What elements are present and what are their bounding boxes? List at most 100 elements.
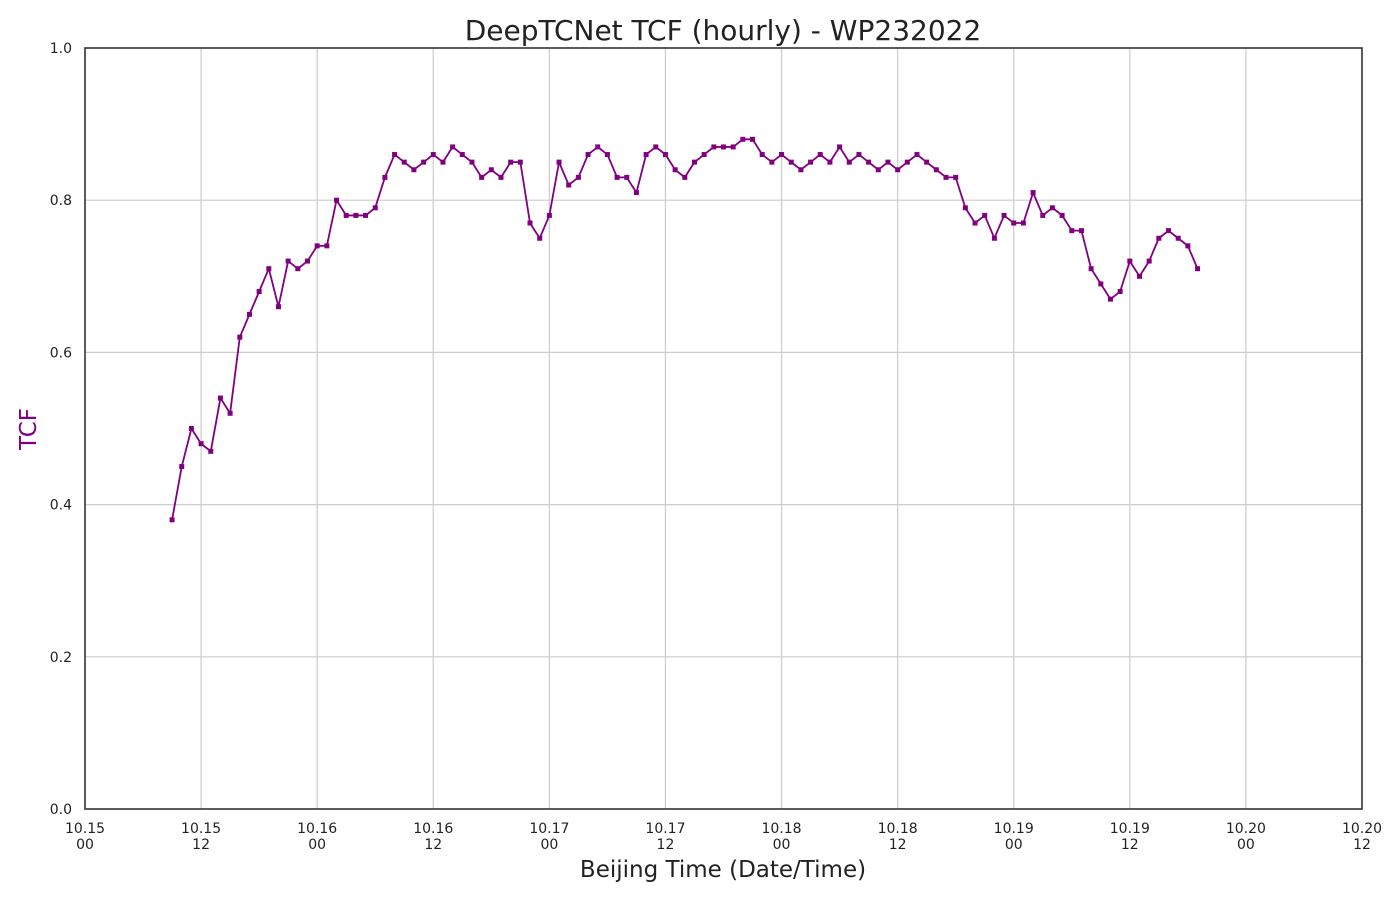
data-point <box>208 448 214 454</box>
data-point <box>324 243 330 249</box>
chart-title: DeepTCNet TCF (hourly) - WP232022 <box>465 14 982 47</box>
data-point <box>856 152 862 158</box>
data-point <box>991 235 997 241</box>
y-tick-label: 0.4 <box>50 498 72 514</box>
data-point <box>1146 258 1152 264</box>
data-point <box>305 258 311 264</box>
data-point <box>1078 228 1084 234</box>
data-point <box>401 159 407 165</box>
grid-lines <box>85 48 1362 809</box>
data-point <box>1088 266 1094 272</box>
data-point <box>633 190 639 196</box>
data-point <box>1069 228 1075 234</box>
data-point <box>392 152 398 158</box>
data-point <box>614 174 620 180</box>
data-point <box>1156 235 1162 241</box>
x-tick-label: 10.20 00 <box>1226 821 1266 853</box>
data-point <box>227 410 233 416</box>
series-line <box>171 138 1199 520</box>
data-point <box>1195 266 1201 272</box>
data-point <box>382 174 388 180</box>
data-point <box>246 311 252 317</box>
data-point <box>440 159 446 165</box>
data-point <box>188 426 194 431</box>
x-axis-label: Beijing Time (Date/Time) <box>580 857 866 883</box>
data-point <box>827 159 833 165</box>
data-point <box>295 266 301 272</box>
data-point <box>1030 190 1036 196</box>
data-point <box>556 159 562 165</box>
data-point <box>237 334 243 340</box>
data-point <box>575 174 581 180</box>
data-point <box>798 167 804 173</box>
y-axis-label: TCF <box>16 408 42 451</box>
data-point <box>459 152 465 158</box>
data-point <box>275 304 281 310</box>
data-point <box>1117 289 1123 295</box>
series-layer <box>169 136 1201 523</box>
data-point <box>217 395 223 401</box>
data-point <box>1049 205 1055 211</box>
y-tick-label: 0.0 <box>50 802 72 818</box>
data-point <box>353 212 359 218</box>
data-point <box>256 289 262 295</box>
x-tick-label: 10.16 12 <box>413 821 453 853</box>
data-point <box>769 159 775 165</box>
data-point <box>914 152 920 158</box>
data-point <box>779 152 785 158</box>
data-point <box>846 159 852 165</box>
data-point <box>198 441 204 447</box>
data-point <box>875 167 881 173</box>
data-point <box>430 152 436 158</box>
data-point <box>624 174 630 180</box>
data-point <box>1011 220 1017 226</box>
data-point <box>314 243 320 249</box>
data-point <box>711 144 717 150</box>
data-point <box>701 152 707 158</box>
data-point <box>169 517 175 523</box>
data-point <box>527 220 533 226</box>
y-tick-label: 1.0 <box>50 41 72 57</box>
x-tick-label: 10.15 00 <box>65 821 105 853</box>
data-point <box>1001 212 1007 218</box>
data-point <box>421 159 427 165</box>
data-point <box>469 159 475 165</box>
x-tick-label: 10.19 12 <box>1110 821 1150 853</box>
data-point <box>285 258 291 264</box>
data-point <box>817 152 823 158</box>
data-point <box>585 152 591 158</box>
data-point <box>411 167 417 173</box>
data-point <box>788 159 794 165</box>
data-point <box>885 159 891 165</box>
data-point <box>962 205 968 211</box>
data-point <box>837 144 843 150</box>
data-point <box>943 174 949 180</box>
x-tick-label: 10.20 12 <box>1342 821 1382 853</box>
data-point <box>924 159 930 165</box>
data-point <box>266 266 272 272</box>
data-point <box>866 159 872 165</box>
data-point <box>759 152 765 158</box>
data-point <box>604 152 610 158</box>
data-point <box>1020 220 1026 226</box>
data-point <box>1107 296 1113 302</box>
data-point <box>808 159 814 165</box>
data-point <box>1185 243 1191 249</box>
data-point <box>595 144 601 150</box>
plot-frame <box>84 47 1363 810</box>
data-point <box>1166 228 1172 234</box>
data-point <box>982 212 988 218</box>
x-tick-label: 10.18 12 <box>878 821 918 853</box>
data-point <box>691 159 697 165</box>
data-point <box>450 144 456 150</box>
y-tick-label: 0.2 <box>50 650 72 666</box>
data-point <box>730 144 736 150</box>
x-tick-label: 10.15 12 <box>181 821 221 853</box>
data-point <box>721 144 726 150</box>
data-point <box>479 174 485 180</box>
x-tick-label: 10.17 00 <box>529 821 569 853</box>
data-point <box>895 167 901 173</box>
x-tick-label: 10.17 12 <box>645 821 685 853</box>
data-point <box>334 197 340 203</box>
